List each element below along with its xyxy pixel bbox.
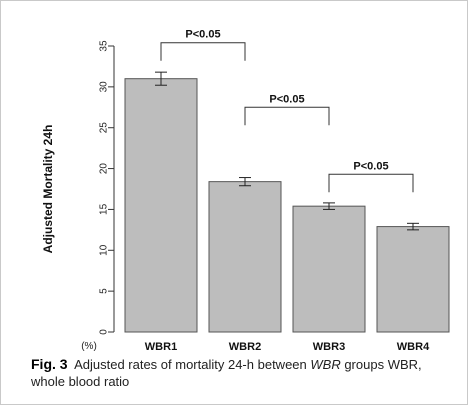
y-tick-label: 0 <box>99 329 110 335</box>
y-tick-label: 25 <box>99 122 110 134</box>
significance-bracket <box>328 173 414 193</box>
bar-wbr4 <box>376 226 450 333</box>
caption-text-start: Adjusted rates of mortality 24-h between <box>74 357 311 372</box>
significance-bracket <box>160 42 246 61</box>
significance-label: P<0.05 <box>185 29 220 41</box>
figure-caption: Fig. 3 Adjusted rates of mortality 24-h … <box>31 356 456 390</box>
y-axis-unit: (%) <box>81 341 97 352</box>
x-tick-label: WBR3 <box>313 341 345 353</box>
bar-wbr1 <box>124 78 198 333</box>
caption-text-end: groups WBR, whole blood ratio <box>31 357 422 389</box>
y-tick-label: 15 <box>99 203 110 215</box>
significance-label: P<0.05 <box>353 160 388 172</box>
bar-wbr3 <box>292 205 366 333</box>
bar-wbr2 <box>208 181 282 333</box>
significance-bracket <box>244 106 330 126</box>
significance-label: P<0.05 <box>269 93 304 105</box>
figure-label: Fig. 3 <box>31 356 68 372</box>
bar-chart: 0 5 10 15 20 25 30 35 Adjusted Mortality 24h (%) W… <box>41 29 450 353</box>
y-tick-label: 35 <box>99 40 110 52</box>
x-tick-label: WBR4 <box>397 341 430 353</box>
x-tick-label: WBR2 <box>229 341 261 353</box>
caption-emphasis: WBR <box>310 357 341 372</box>
y-tick-label: 20 <box>99 163 110 175</box>
y-tick-label: 5 <box>99 288 110 294</box>
y-axis-title: Adjusted Mortality 24h <box>41 125 55 254</box>
y-tick-label: 10 <box>99 244 110 256</box>
y-tick-label: 30 <box>99 81 110 93</box>
x-tick-label: WBR1 <box>145 341 177 353</box>
